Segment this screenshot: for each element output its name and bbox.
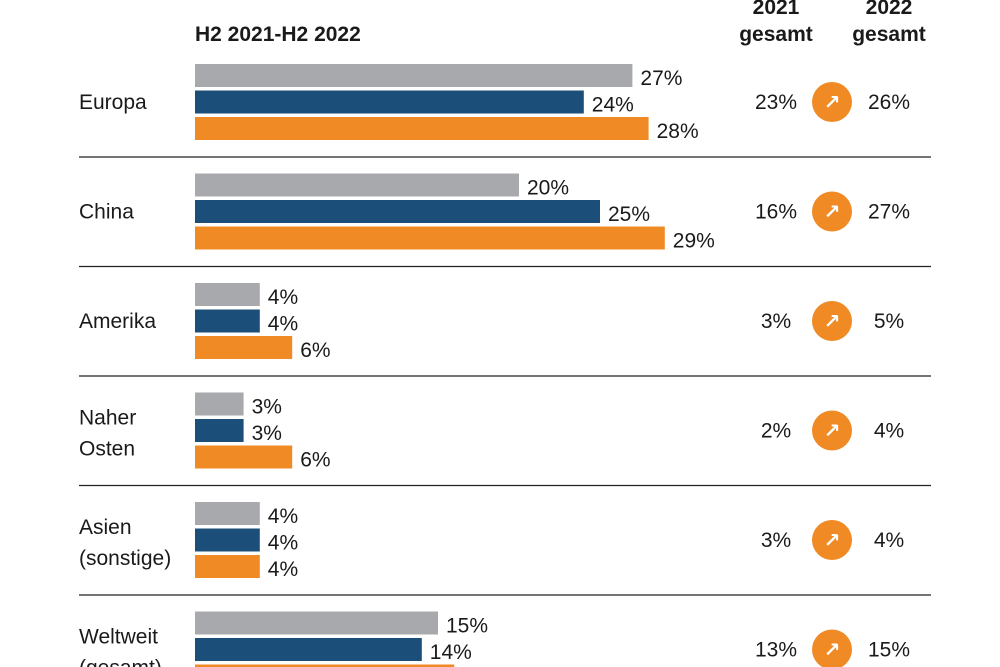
bar-amerika-series-blue (195, 309, 260, 333)
total-2022-amerika: 5% (874, 310, 904, 333)
period-header: H2 2021-H2 2022 (195, 23, 361, 46)
bar-value-amerika-series-blue: 4% (268, 313, 298, 336)
arrow-up-right-glyph-icon: ↗ (824, 311, 841, 333)
arrow-up-right-icon (812, 629, 852, 667)
arrow-up-right-glyph-icon: ↗ (824, 421, 841, 443)
total-2022-china: 27% (868, 201, 910, 224)
arrow-up-right-glyph-icon: ↗ (824, 92, 841, 114)
arrow-up-right-glyph-icon: ↗ (824, 530, 841, 552)
header-2021-total: 2021 gesamt (739, 0, 813, 46)
arrow-up-right-icon (812, 410, 852, 451)
bar-weltweit-series-blue (195, 638, 422, 661)
region-label-china: China (79, 201, 134, 224)
bar-value-amerika-series-grey: 4% (268, 286, 298, 309)
region-label-asien: Asien (sonstige) (79, 516, 171, 570)
total-2021-amerika: 3% (761, 310, 791, 333)
total-2022-europa: 26% (868, 91, 910, 114)
bar-china-series-grey (195, 173, 519, 197)
region-label-weltweit: Weltweit(gesamt) (79, 626, 162, 667)
bar-value-asien-series-orange: 4% (268, 558, 298, 581)
region-label-europa: Europa (79, 91, 147, 114)
arrow-up-right-icon (812, 520, 852, 560)
bar-value-asien-series-grey: 4% (268, 505, 298, 528)
bar-weltweit-series-grey (195, 611, 438, 635)
bar-asien-series-blue (195, 528, 260, 552)
header-2022-total: 2022 gesamt (852, 0, 926, 46)
bar-value-weltweit-series-blue: 14% (430, 641, 472, 664)
arrow-up-right-glyph-icon: ↗ (824, 202, 841, 224)
bar-europa-series-grey (195, 64, 633, 87)
region-label-naher: Naher Osten (79, 407, 136, 461)
bar-amerika-series-orange (195, 336, 293, 359)
bar-naher-series-blue (195, 419, 244, 442)
bar-naher-series-grey (195, 392, 244, 416)
total-2021-china: 16% (755, 201, 797, 224)
bar-amerika-series-grey (195, 283, 260, 306)
bar-value-asien-series-blue: 4% (268, 532, 298, 555)
bar-value-china-series-grey: 20% (527, 177, 569, 200)
bar-value-china-series-orange: 29% (673, 230, 715, 253)
bar-asien-series-orange (195, 555, 260, 578)
bar-weltweit-series-orange (195, 664, 455, 667)
bar-value-amerika-series-orange: 6% (300, 339, 330, 362)
bar-europa-series-orange (195, 117, 649, 140)
total-2022-naher: 4% (874, 420, 904, 443)
total-2021-asien: 3% (761, 529, 791, 552)
bar-value-europa-series-blue: 24% (592, 94, 634, 117)
bar-value-weltweit-series-grey: 15% (446, 615, 488, 638)
total-2022-weltweit: 15% (868, 639, 910, 662)
bar-asien-series-grey (195, 502, 260, 525)
total-2021-europa: 23% (755, 91, 797, 114)
arrow-up-right-icon (812, 82, 852, 122)
arrow-up-right-icon (812, 191, 852, 232)
bar-value-naher-series-grey: 3% (252, 396, 282, 419)
bar-value-naher-series-blue: 3% (252, 422, 282, 445)
bar-naher-series-orange (195, 445, 293, 469)
bar-value-europa-series-orange: 28% (657, 120, 699, 143)
total-2021-weltweit: 13% (755, 639, 797, 662)
arrow-up-right-icon (812, 301, 852, 341)
arrow-up-right-glyph-icon: ↗ (824, 640, 841, 662)
region-label-amerika: Amerika (79, 310, 156, 333)
total-2021-naher: 2% (761, 420, 791, 443)
bar-value-europa-series-grey: 27% (640, 67, 682, 90)
bar-value-china-series-blue: 25% (608, 203, 650, 226)
total-2022-asien: 4% (874, 529, 904, 552)
bar-china-series-orange (195, 226, 665, 250)
bar-china-series-blue (195, 200, 600, 223)
bar-value-naher-series-orange: 6% (300, 449, 330, 472)
bar-europa-series-blue (195, 90, 584, 114)
